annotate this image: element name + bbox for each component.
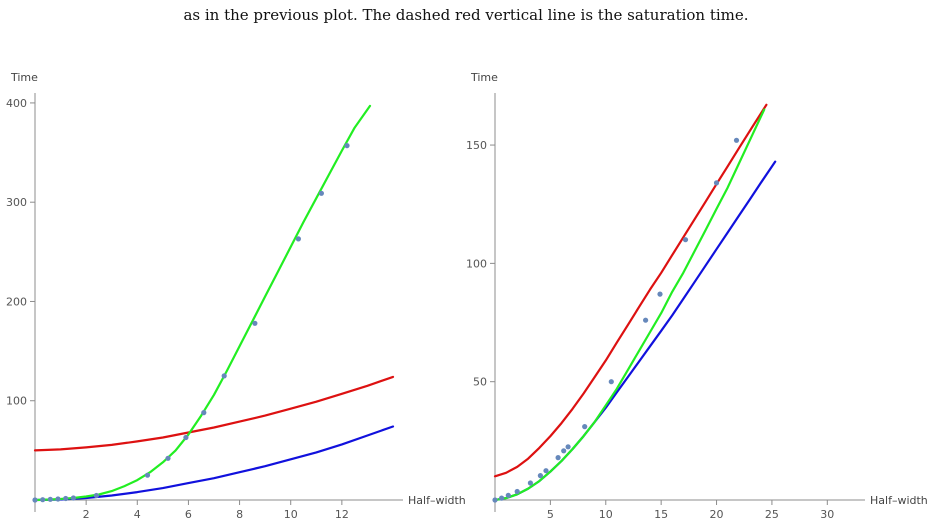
data-point <box>344 143 350 149</box>
data-point <box>295 236 301 242</box>
chart-left: 2 4 6 8 10 12 100 200 300 400 Time Half–width <box>6 71 466 521</box>
data-point <box>565 444 571 450</box>
series-line <box>493 108 766 502</box>
y-tick-label: 400 <box>6 97 27 110</box>
x-axis-title: Half–width <box>408 494 466 507</box>
data-point <box>643 317 649 323</box>
y-tick-label: 100 <box>466 257 487 270</box>
data-point <box>70 495 76 501</box>
data-point <box>144 472 151 478</box>
data-point <box>492 497 498 503</box>
y-tick-label: 100 <box>6 395 27 408</box>
x-tick-label: 5 <box>547 508 554 521</box>
data-point <box>47 496 53 502</box>
series-line <box>33 425 395 502</box>
data-point <box>514 488 520 495</box>
data-point <box>183 434 189 441</box>
data-point <box>527 480 534 486</box>
x-tick-label: 8 <box>236 508 243 521</box>
x-tick-label: 6 <box>185 508 192 521</box>
series-line <box>493 103 768 478</box>
x-tick-label: 30 <box>820 508 834 521</box>
x-tick-label: 20 <box>710 508 724 521</box>
series-line <box>33 375 395 452</box>
data-point <box>55 496 61 502</box>
data-point <box>318 190 324 196</box>
y-tick-label: 50 <box>473 376 487 389</box>
x-tick-label: 15 <box>654 508 668 521</box>
y-tick-label: 300 <box>6 196 27 209</box>
data-point <box>543 468 549 474</box>
data-point <box>537 473 544 479</box>
y-axis-title: Time <box>470 71 498 84</box>
y-tick-label: 200 <box>6 295 27 308</box>
x-tick-label: 25 <box>765 508 779 521</box>
data-point <box>63 495 69 502</box>
data-point <box>682 237 689 243</box>
y-tick-label: 150 <box>466 139 487 152</box>
figure-caption: as in the previous plot. The dashed red … <box>183 6 749 24</box>
data-point <box>252 320 258 326</box>
x-tick-label: 2 <box>83 508 90 521</box>
data-point <box>657 291 663 297</box>
y-axis-title: Time <box>10 71 38 84</box>
data-point <box>40 497 46 503</box>
data-point <box>93 492 99 499</box>
data-point <box>555 455 561 461</box>
series-line <box>33 104 372 502</box>
data-point <box>713 180 720 186</box>
data-point <box>221 373 227 379</box>
chart-right: 5 10 15 20 25 30 50 100 150 Time Half–width <box>466 71 928 521</box>
data-point <box>582 424 588 430</box>
data-point <box>499 495 505 501</box>
data-point <box>165 455 171 461</box>
data-point <box>561 448 567 454</box>
x-tick-label: 4 <box>134 508 141 521</box>
x-tick-label: 10 <box>599 508 613 521</box>
data-point <box>505 492 511 498</box>
x-tick-label: 10 <box>284 508 298 521</box>
data-point <box>733 137 740 143</box>
x-tick-label: 12 <box>335 508 349 521</box>
x-axis-title: Half–width <box>870 494 928 507</box>
data-point <box>32 497 38 503</box>
data-point <box>201 410 207 416</box>
data-point <box>608 379 614 385</box>
